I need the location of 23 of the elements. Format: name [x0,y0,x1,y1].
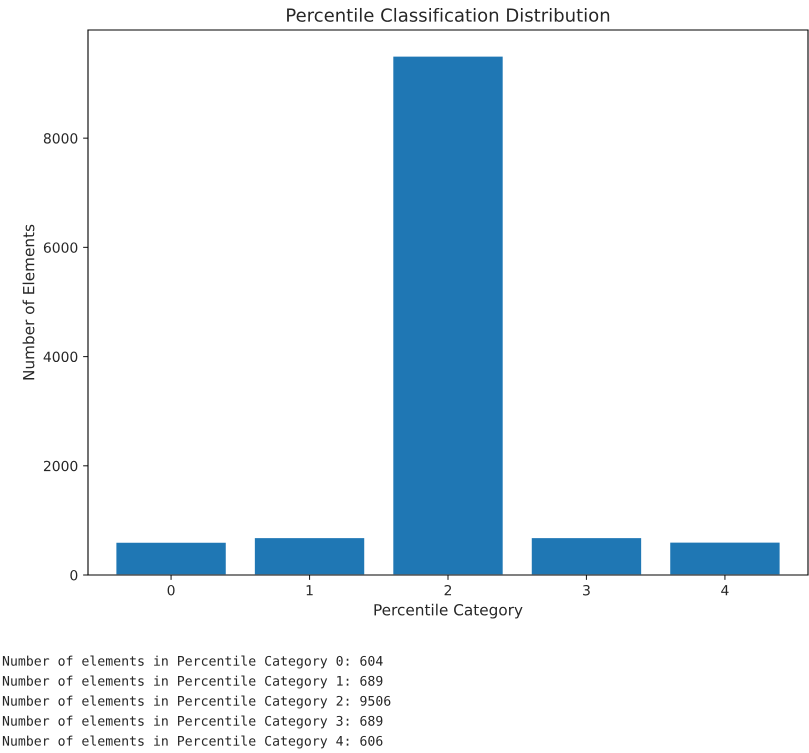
y-axis-title: Number of Elements [22,224,34,380]
y-tick-label: 0 [70,570,78,580]
text: Number of elements in Percentile Category 0: 604 [2,656,383,668]
bar [668,541,782,575]
bar [253,536,366,575]
chart-title: Percentile Classification Distribution [287,8,610,22]
text: Number of elements in Percentile Category 4: 606 [2,736,382,748]
x-tick-label: 2 [444,584,452,596]
x-tick-label: 1 [306,585,313,596]
x-tick-label: 4 [721,585,729,596]
y-tick-label: 2000 [44,460,78,472]
y-tick-label: 6000 [44,242,78,253]
bar [114,541,228,575]
bar [392,55,504,575]
x-tick-label: 3 [583,584,590,596]
y-tick-label: 4000 [44,352,78,362]
x-tick-label: 0 [168,584,175,596]
text: Number of elements in Percentile Category 1: 689 [2,676,382,688]
text: Number of elements in Percentile Category 2: 9506 [2,696,390,708]
x-axis-title: Percentile Category [374,604,523,619]
text: Number of elements in Percentile Category 3: 689 [2,716,382,728]
bar [530,536,643,575]
y-tick-label: 8000 [44,133,78,144]
